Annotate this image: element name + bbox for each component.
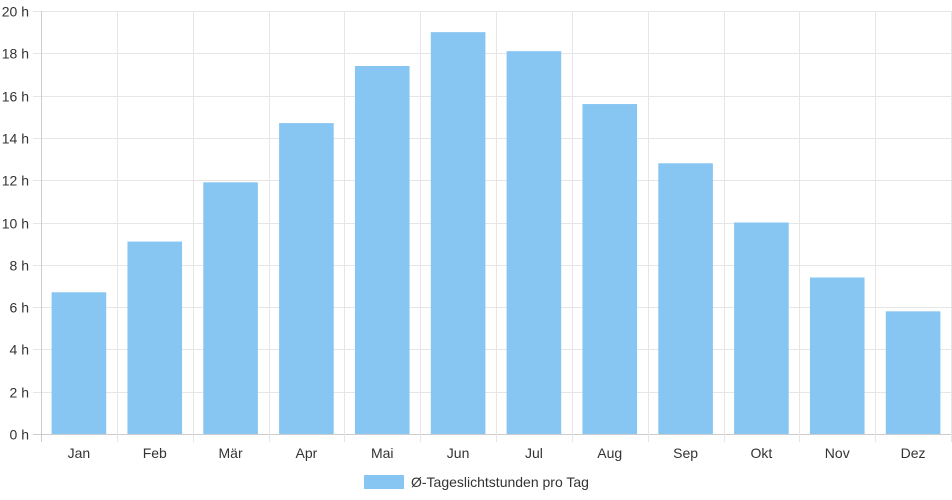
x-axis-ticks: Jan Feb Mär Apr Mai Jun Jul Aug Sep Okt Nov Dez (68, 445, 926, 461)
y-tick-label: 12 h (2, 173, 29, 189)
x-tick-label: Jun (447, 445, 470, 461)
y-tick-label: 6 h (10, 300, 29, 316)
bar-feb[interactable] (127, 241, 183, 434)
x-tick-label: Aug (597, 445, 622, 461)
bar-okt[interactable] (734, 222, 789, 435)
x-tick-label: Jan (68, 445, 91, 461)
y-tick-label: 10 h (2, 216, 29, 232)
y-tick-label: 0 h (10, 427, 29, 443)
x-tick-label: Mär (219, 445, 243, 461)
legend[interactable]: Ø-Tageslichtstunden pro Tag (364, 474, 589, 490)
bar-jul[interactable] (506, 51, 562, 435)
bar-dez[interactable] (885, 311, 941, 434)
x-tick-label: Feb (143, 445, 167, 461)
bar-jun[interactable] (430, 32, 486, 435)
bar-apr[interactable] (279, 123, 334, 434)
bar-jan[interactable] (51, 292, 107, 434)
x-tick-label: Mai (371, 445, 394, 461)
bar-nov[interactable] (809, 277, 865, 434)
grid-lines (33, 11, 952, 442)
y-tick-label: 14 h (2, 131, 29, 147)
x-tick-label: Okt (751, 445, 773, 461)
y-tick-label: 8 h (10, 258, 29, 274)
bar-mai[interactable] (354, 65, 410, 435)
y-tick-label: 4 h (10, 342, 29, 358)
y-axis-ticks: 0 h 2 h 4 h 6 h 8 h 10 h 12 h 14 h 16 h 18 h 20 h (2, 4, 29, 443)
x-tick-label: Dez (901, 445, 926, 461)
y-tick-label: 2 h (10, 385, 29, 401)
x-tick-label: Nov (825, 445, 850, 461)
legend-label: Ø-Tageslichtstunden pro Tag (411, 474, 589, 490)
bar-mär[interactable] (203, 182, 258, 434)
bar-sep[interactable] (658, 163, 713, 434)
legend-swatch (364, 475, 404, 489)
bars (51, 32, 941, 435)
x-tick-label: Sep (673, 445, 698, 461)
bar-aug[interactable] (582, 104, 638, 434)
y-tick-label: 20 h (2, 4, 29, 20)
x-tick-label: Jul (525, 445, 543, 461)
y-tick-label: 18 h (2, 46, 29, 62)
x-tick-label: Apr (296, 445, 318, 461)
y-tick-label: 16 h (2, 89, 29, 105)
